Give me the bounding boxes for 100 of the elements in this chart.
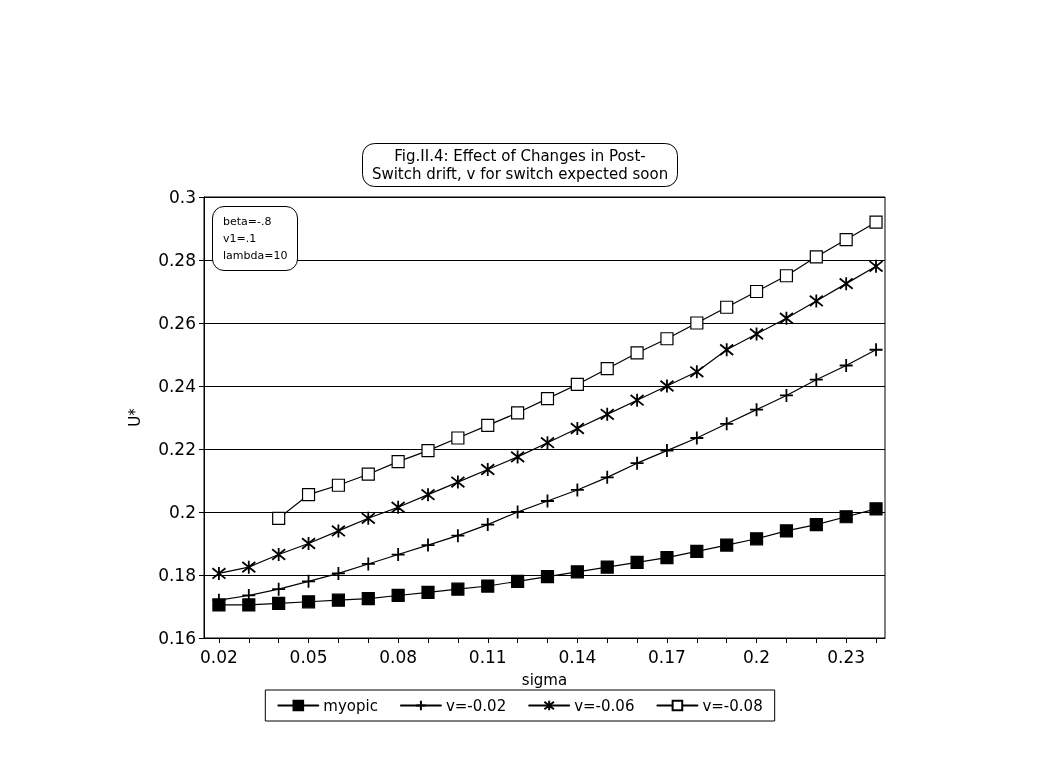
point: [570, 565, 584, 579]
point: [839, 232, 853, 247]
point: [331, 478, 346, 492]
point: [570, 377, 584, 392]
point: [779, 269, 794, 283]
point: [391, 455, 405, 469]
x-tick-label: 0.14: [558, 646, 597, 667]
point: [301, 595, 316, 609]
point: [569, 421, 585, 436]
point: [272, 511, 286, 525]
y-tick-label: 0.26: [158, 313, 196, 333]
point: [600, 560, 614, 574]
x-tick-label: 0.11: [468, 646, 507, 667]
point: [361, 592, 375, 606]
point: [838, 358, 854, 373]
point: [390, 499, 406, 515]
point: [868, 258, 884, 274]
legend-label: v=-0.06: [574, 696, 635, 715]
point: [779, 310, 794, 326]
x-tick-label: 0.23: [827, 646, 866, 667]
point: [540, 569, 555, 584]
point: [659, 378, 675, 394]
y-tick-label: 0.24: [158, 376, 196, 396]
point: [600, 362, 614, 376]
point: [421, 585, 435, 599]
chart-title: Fig.II.4: Effect of Changes in Post- Switch drift, v for switch expected soon: [371, 147, 669, 183]
point: [838, 276, 854, 292]
point: [420, 487, 436, 503]
point: [630, 555, 644, 569]
legend-label: v=-0.02: [445, 696, 507, 715]
point: [480, 517, 496, 532]
point: [481, 418, 495, 432]
legend-label: v=-0.08: [702, 696, 763, 715]
point: [301, 488, 316, 502]
x-tick-label: 0.2: [743, 646, 771, 667]
point: [510, 449, 526, 465]
y-axis-title: U*: [125, 407, 144, 427]
x-tick-label: 0.05: [289, 646, 328, 667]
x-tick-label: 0.17: [648, 646, 686, 667]
point: [331, 593, 346, 607]
point: [511, 574, 525, 588]
point: [421, 443, 435, 458]
point: [211, 566, 227, 581]
y-tick-label: 0.2: [168, 502, 196, 522]
point: [390, 547, 406, 562]
point: [808, 293, 824, 309]
note-box: beta=-.8 v1=.1 lambda=10: [212, 206, 299, 271]
annotation: v1=.1: [223, 231, 258, 247]
point: [720, 538, 734, 552]
point: [660, 551, 674, 565]
point: [630, 346, 644, 360]
point: [809, 250, 823, 264]
point: [451, 582, 465, 596]
x-axis-title: sigma: [521, 670, 568, 689]
point: [361, 467, 375, 481]
point: [719, 342, 735, 358]
y-tick-label: 0.16: [158, 628, 196, 648]
point: [451, 431, 465, 445]
point: [272, 596, 286, 610]
x-tick-label: 0.08: [379, 646, 418, 667]
point: [599, 406, 615, 422]
point: [540, 392, 555, 406]
point: [779, 388, 794, 403]
point: [331, 523, 346, 539]
point: [450, 474, 466, 490]
point: [749, 532, 764, 546]
point: [629, 392, 645, 408]
point: [690, 544, 704, 558]
point: [749, 402, 764, 418]
point: [869, 215, 883, 229]
point: [271, 547, 287, 562]
point: [481, 579, 495, 593]
point: [301, 536, 316, 551]
annotation: lambda=10: [223, 248, 288, 264]
point: [242, 598, 256, 612]
point: [749, 284, 764, 299]
point: [660, 332, 674, 346]
x-tick-label: 0.02: [200, 646, 238, 667]
y-tick-label: 0.3: [168, 187, 196, 207]
point: [839, 510, 853, 524]
annotation: beta=-.8: [223, 214, 273, 230]
legend-label: myopic: [323, 696, 378, 715]
point: [360, 510, 376, 526]
point: [511, 406, 525, 420]
point: [779, 524, 794, 538]
point: [241, 559, 257, 575]
point: [690, 316, 704, 330]
point: [480, 462, 496, 477]
point: [749, 326, 764, 342]
point: [689, 364, 705, 380]
y-tick-label: 0.18: [158, 565, 196, 585]
point: [869, 502, 883, 516]
point: [599, 469, 615, 485]
point: [540, 435, 555, 451]
point: [720, 300, 734, 314]
y-tick-label: 0.28: [158, 250, 196, 270]
point: [809, 518, 823, 532]
point: [808, 372, 824, 388]
point: [391, 588, 405, 603]
y-tick-label: 0.22: [158, 439, 196, 459]
